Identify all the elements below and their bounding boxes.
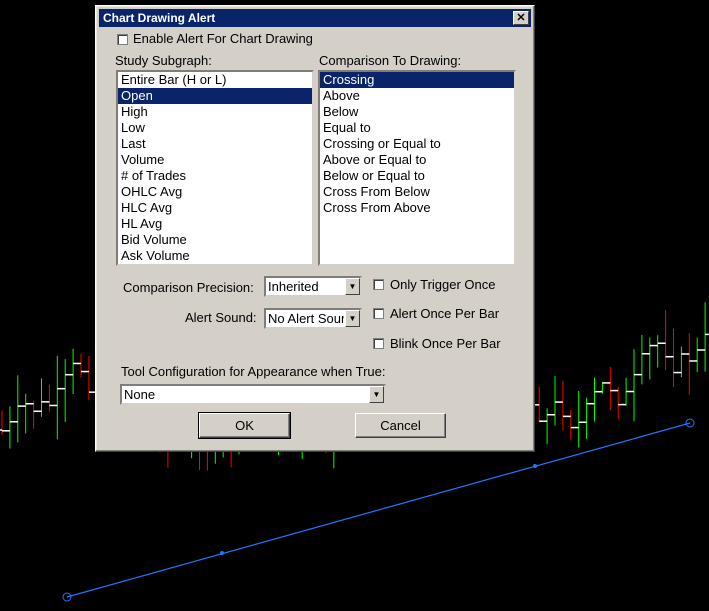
- tool-configuration-label: Tool Configuration for Appearance when T…: [121, 364, 386, 379]
- only-trigger-once-checkbox[interactable]: [373, 279, 384, 290]
- dialog-title: Chart Drawing Alert: [103, 11, 216, 25]
- chevron-down-icon[interactable]: ▼: [345, 278, 360, 295]
- blink-once-per-bar-label: Blink Once Per Bar: [390, 336, 501, 351]
- only-trigger-once-label: Only Trigger Once: [390, 277, 496, 292]
- blink-once-per-bar-checkbox[interactable]: [373, 338, 384, 349]
- list-item[interactable]: Below or Equal to: [323, 168, 425, 183]
- chart-drawing-alert-dialog: Chart Drawing Alert ✕ Enable Alert For C…: [95, 5, 535, 452]
- list-item[interactable]: HLC Avg: [121, 200, 173, 215]
- list-item[interactable]: Below: [323, 104, 359, 119]
- comparison-precision-value: Inherited: [268, 279, 319, 294]
- alert-sound-label: Alert Sound:: [185, 310, 257, 325]
- list-item[interactable]: Open: [118, 88, 312, 104]
- list-item[interactable]: Low: [121, 120, 145, 135]
- trendline-point: [533, 464, 537, 468]
- list-item[interactable]: Last: [121, 136, 146, 151]
- alert-once-per-bar-checkbox[interactable]: [373, 308, 384, 319]
- alert-sound-value: No Alert Sour: [268, 311, 344, 326]
- list-item[interactable]: High: [121, 104, 148, 119]
- comparison-to-drawing-list[interactable]: Crossing Above Below Equal to Crossing or Eq…: [318, 70, 516, 266]
- cancel-button[interactable]: Cancel: [355, 413, 446, 438]
- chevron-down-icon[interactable]: ▼: [369, 386, 384, 403]
- list-item[interactable]: Cross From Above: [323, 200, 431, 215]
- list-item[interactable]: Bid Volume: [121, 232, 187, 247]
- alert-sound-select[interactable]: No Alert Sour ▼: [264, 308, 362, 329]
- list-item[interactable]: Crossing or Equal to: [323, 136, 441, 151]
- comparison-precision-select[interactable]: Inherited ▼: [264, 276, 362, 297]
- trendline[interactable]: [66, 422, 691, 598]
- list-item[interactable]: Entire Bar (H or L): [121, 72, 227, 87]
- ok-button[interactable]: OK: [198, 412, 291, 439]
- trendline-handle[interactable]: [62, 592, 72, 602]
- list-item[interactable]: Above: [323, 88, 360, 103]
- list-item[interactable]: Equal to: [323, 120, 371, 135]
- list-item[interactable]: Ask Volume: [121, 248, 190, 263]
- list-item[interactable]: HL Avg: [121, 216, 163, 231]
- study-subgraph-list[interactable]: Entire Bar (H or L) Open High Low Last Volume…: [116, 70, 314, 266]
- chevron-down-icon[interactable]: ▼: [345, 310, 360, 327]
- enable-alert-label: Enable Alert For Chart Drawing: [133, 31, 313, 46]
- trendline-handle[interactable]: [685, 418, 695, 428]
- list-item[interactable]: Crossing: [320, 72, 514, 88]
- list-item[interactable]: Cross From Below: [323, 184, 430, 199]
- list-item[interactable]: # of Trades: [121, 168, 187, 183]
- trendline-point: [220, 551, 224, 555]
- comparison-to-drawing-label: Comparison To Drawing:: [319, 53, 462, 68]
- list-item[interactable]: OHLC Avg: [121, 184, 183, 199]
- list-item[interactable]: Volume: [121, 152, 165, 167]
- list-item[interactable]: Above or Equal to: [323, 152, 427, 167]
- enable-alert-checkbox[interactable]: [117, 34, 128, 45]
- dialog-title-bar[interactable]: Chart Drawing Alert ✕: [99, 9, 531, 27]
- alert-once-per-bar-label: Alert Once Per Bar: [390, 306, 500, 321]
- study-subgraph-label: Study Subgraph:: [115, 53, 212, 68]
- tool-configuration-select[interactable]: None ▼: [120, 384, 386, 405]
- tool-configuration-value: None: [124, 387, 156, 402]
- comparison-precision-label: Comparison Precision:: [123, 280, 254, 295]
- close-icon[interactable]: ✕: [513, 11, 529, 25]
